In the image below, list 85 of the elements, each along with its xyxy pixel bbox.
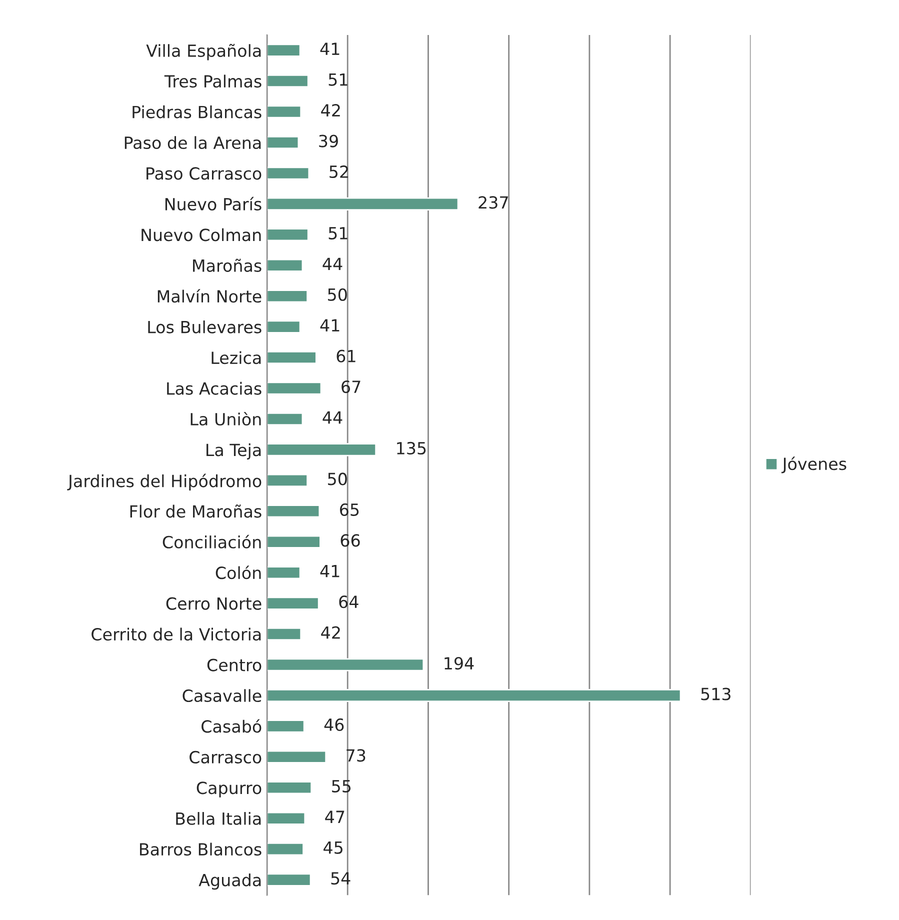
bar xyxy=(267,688,682,702)
y-tick-label: Capurro xyxy=(196,782,262,798)
data-label: 51 xyxy=(328,227,348,240)
y-tick-label: Centro xyxy=(207,658,262,672)
y-tick-label: Barros Blancos xyxy=(140,842,262,856)
y-tick-label: Cerro Norte xyxy=(166,597,262,610)
bar xyxy=(267,812,306,825)
y-tick-label: Villa Española xyxy=(146,44,261,60)
bar xyxy=(267,412,304,426)
bar xyxy=(267,535,321,548)
data-label: 61 xyxy=(336,350,356,362)
bar xyxy=(267,290,308,303)
data-label: 44 xyxy=(322,258,342,270)
bar xyxy=(267,873,312,886)
bar xyxy=(267,228,309,242)
y-tick-label: La Teja xyxy=(206,443,261,460)
y-tick-label: Nuevo Colman xyxy=(142,228,261,242)
data-label: 50 xyxy=(328,288,347,301)
data-label: 41 xyxy=(320,319,340,332)
data-label: 513 xyxy=(701,688,730,700)
data-label: 51 xyxy=(328,73,348,86)
data-label: 50 xyxy=(328,472,347,486)
data-label: 73 xyxy=(346,749,366,762)
bar xyxy=(267,44,301,57)
y-tick-label: Conciliación xyxy=(162,534,261,548)
y-tick-label: Piedras Blancas xyxy=(132,105,262,118)
y-tick-label: Paso de la Arena xyxy=(124,136,261,150)
y-tick-label: Flor de Maroñas xyxy=(130,504,262,518)
y-tick-label: Colón xyxy=(216,566,261,580)
data-label: 42 xyxy=(321,626,340,639)
bar xyxy=(267,781,312,794)
data-label: 67 xyxy=(342,380,360,394)
bar xyxy=(267,566,301,580)
y-tick-label: Maroñas xyxy=(193,258,262,272)
bar xyxy=(267,720,305,733)
data-label: 66 xyxy=(340,534,360,547)
data-label: 39 xyxy=(319,134,338,148)
bar xyxy=(267,627,302,641)
bar xyxy=(267,658,424,672)
bar xyxy=(267,320,301,334)
data-label: 52 xyxy=(330,165,348,178)
y-tick-label: Casabó xyxy=(202,719,262,733)
data-label: 45 xyxy=(324,842,342,854)
bar xyxy=(267,166,310,180)
y-tick-label: Lezica xyxy=(212,351,261,364)
data-label: 64 xyxy=(339,596,358,608)
bar xyxy=(267,74,309,88)
data-label: 47 xyxy=(325,810,344,823)
bar xyxy=(267,842,304,856)
data-label: 46 xyxy=(324,718,344,732)
bar xyxy=(267,443,377,456)
data-label: 55 xyxy=(332,780,351,792)
bar xyxy=(267,105,302,118)
bar xyxy=(267,197,459,210)
bar xyxy=(267,136,300,150)
bar xyxy=(267,750,327,764)
data-label: 41 xyxy=(320,565,340,578)
bar xyxy=(267,382,322,395)
data-label: 54 xyxy=(331,872,350,885)
data-label: 135 xyxy=(397,442,426,455)
data-label: 41 xyxy=(320,42,340,55)
y-tick-label: Las Acacias xyxy=(167,382,262,395)
y-tick-label: Carrasco xyxy=(190,750,262,764)
y-tick-label: Nuevo París xyxy=(165,196,262,210)
y-tick-label: Cerrito de la Victoria xyxy=(92,628,261,641)
y-tick-label: Malvín Norte xyxy=(158,289,262,303)
bar xyxy=(267,474,308,487)
y-tick-label: Los Bulevares xyxy=(148,320,262,334)
y-tick-label: Paso Carrasco xyxy=(146,167,262,180)
data-label: 194 xyxy=(444,656,474,670)
data-label: 237 xyxy=(478,196,508,209)
y-tick-label: Jardines del Hipódromo xyxy=(67,474,262,491)
legend-label: Jóvenes xyxy=(781,456,846,474)
data-label: 65 xyxy=(340,503,359,516)
bar xyxy=(267,504,320,518)
bar xyxy=(267,258,304,272)
data-label: 42 xyxy=(321,104,340,116)
y-tick-label: Aguada xyxy=(198,873,261,890)
y-tick-label: Bella Italia xyxy=(176,812,261,825)
data-label: 44 xyxy=(322,411,342,424)
bar xyxy=(267,351,317,364)
bar xyxy=(267,596,320,610)
y-tick-label: Casavalle xyxy=(182,689,262,702)
y-tick-label: Tres Palmas xyxy=(164,74,262,88)
y-tick-label: La Uniòn xyxy=(190,412,261,426)
